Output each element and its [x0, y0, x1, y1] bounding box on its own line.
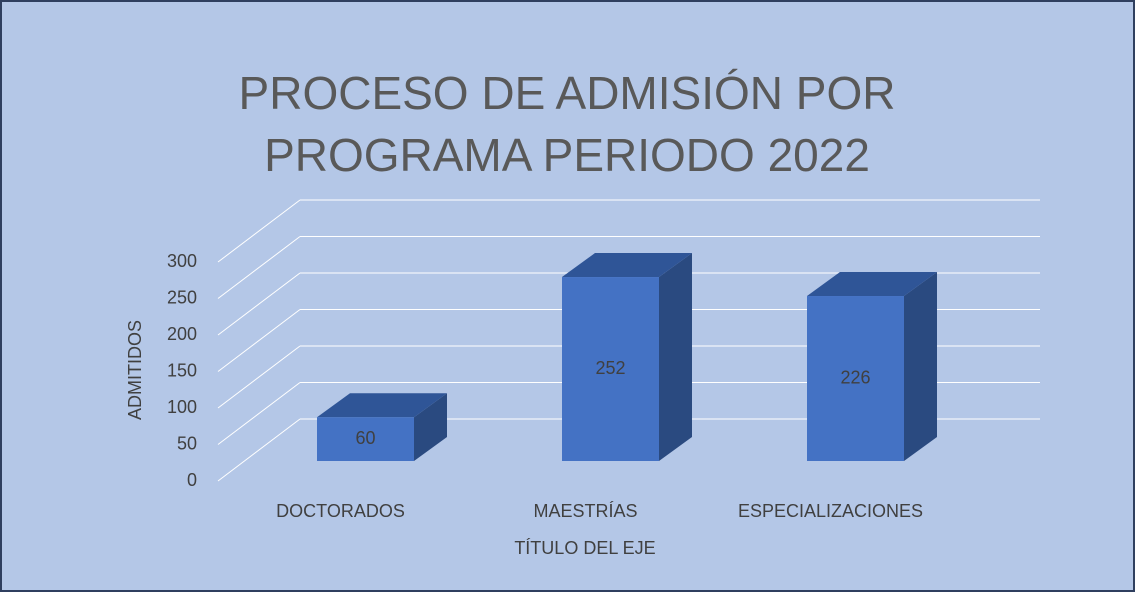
bar-top — [562, 253, 692, 278]
grid-line — [217, 309, 301, 372]
y-tick-label: 0 — [187, 470, 197, 490]
y-tick-label: 150 — [167, 360, 197, 380]
y-tick-label: 300 — [167, 251, 197, 271]
bar — [562, 277, 659, 461]
y-tick-label: 100 — [167, 397, 197, 417]
y-tick-label: 200 — [167, 324, 197, 344]
y-tick-label: 250 — [167, 287, 197, 307]
data-label: 252 — [595, 358, 625, 378]
bar-side — [414, 393, 447, 461]
x-axis-label: TÍTULO DEL EJE — [514, 538, 655, 558]
bar-side — [904, 272, 937, 461]
grid-line — [217, 345, 301, 409]
x-tick-label: MAESTRÍAS — [533, 501, 637, 521]
grid-line — [217, 272, 301, 336]
data-label: 226 — [840, 367, 870, 387]
grid-line — [217, 418, 301, 482]
y-tick-label: 50 — [177, 433, 197, 453]
bar-side — [659, 253, 692, 461]
bar — [807, 296, 904, 461]
grid-line — [217, 382, 301, 445]
data-label: 60 — [355, 428, 375, 448]
y-axis-label: ADMITIDOS — [125, 320, 145, 420]
bar-top — [317, 393, 447, 418]
grid-line — [217, 236, 301, 299]
grid-line — [217, 199, 301, 263]
bar — [317, 417, 414, 461]
chart-title: PROCESO DE ADMISIÓN POR PROGRAMA PERIODO… — [238, 67, 896, 181]
x-tick-label: ESPECIALIZACIONES — [738, 501, 923, 521]
bar-top — [807, 272, 937, 297]
x-tick-label: DOCTORADOS — [276, 501, 405, 521]
